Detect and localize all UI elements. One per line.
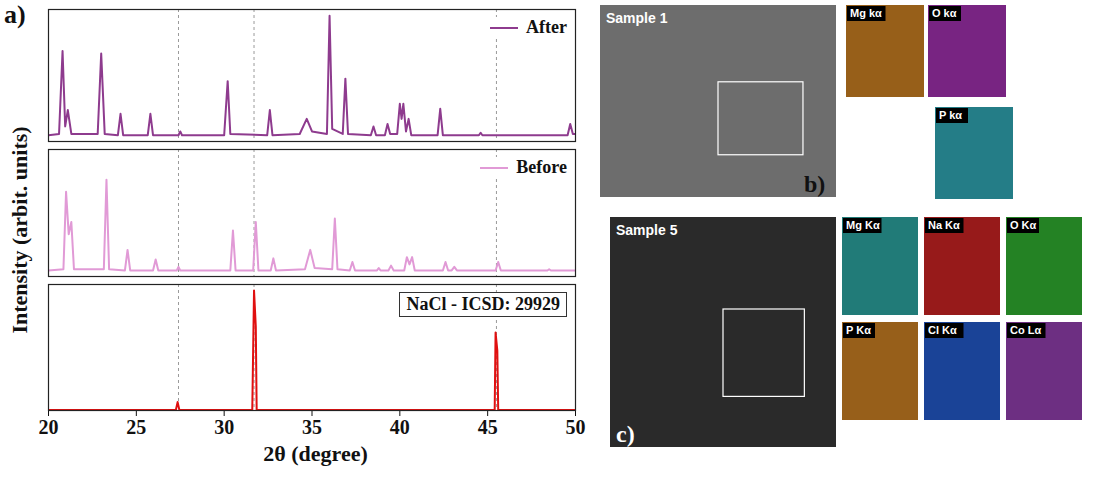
- html-text:2θ (degree): 2θ (degree): [263, 441, 368, 466]
- svg-text:40: 40: [390, 416, 410, 438]
- svg-text:P kα: P kα: [939, 109, 962, 121]
- svg-text:Sample 1: Sample 1: [606, 10, 668, 26]
- svg-text:30: 30: [214, 416, 234, 438]
- svg-text:c): c): [616, 421, 635, 447]
- svg-text:b): b): [804, 171, 825, 197]
- svg-text:Cl Kα: Cl Kα: [928, 324, 957, 336]
- svg-text:O kα: O kα: [932, 7, 957, 19]
- html-text:Before: Before: [516, 157, 567, 177]
- svg-text:O Kα: O Kα: [1010, 219, 1037, 231]
- svg-text:35: 35: [302, 416, 322, 438]
- html-text:After: After: [526, 17, 567, 37]
- svg-text:Mg kα: Mg kα: [850, 7, 882, 19]
- svg-text:P Kα: P Kα: [846, 324, 871, 336]
- svg-text:Mg Kα: Mg Kα: [846, 219, 880, 231]
- svg-text:Na Kα: Na Kα: [928, 219, 960, 231]
- svg-text:Sample 5: Sample 5: [616, 222, 678, 238]
- svg-text:50: 50: [566, 416, 586, 438]
- html-text:Intensity (arbit. units): Intensity (arbit. units): [7, 126, 32, 334]
- svg-text:20: 20: [39, 416, 59, 438]
- html-text:NaCl - ICSD: 29929: NaCl - ICSD: 29929: [406, 294, 560, 314]
- html-text:a): a): [4, 0, 26, 29]
- svg-text:Co Lα: Co Lα: [1010, 324, 1041, 336]
- svg-text:45: 45: [478, 416, 498, 438]
- svg-text:25: 25: [126, 416, 146, 438]
